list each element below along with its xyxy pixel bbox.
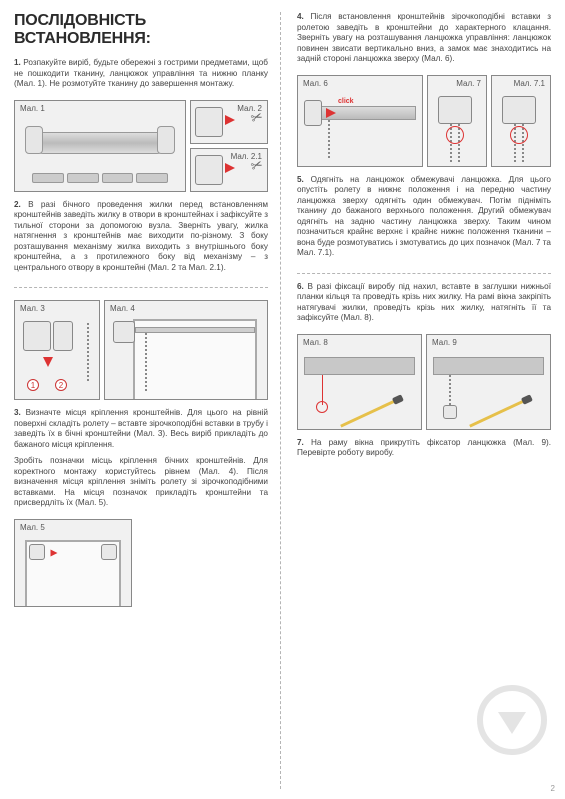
page-number: 2 (551, 784, 555, 793)
figure-4-label: Мал. 4 (110, 304, 135, 313)
line-icon (322, 375, 323, 405)
spacer (136, 519, 268, 607)
bracket-icon (304, 100, 322, 126)
step-4-body: Після встановлення кронштейнів зірочкопо… (297, 12, 551, 63)
callout-1: 1 (27, 379, 39, 391)
roller-icon (32, 132, 168, 154)
step-1-num: 1. (14, 58, 21, 67)
step-4-num: 4. (297, 12, 304, 21)
step-6-body: В разі фіксації виробу під нахил, вставт… (297, 282, 551, 323)
figure-4: Мал. 4 (104, 300, 268, 400)
figure-1-label: Мал. 1 (20, 104, 45, 113)
section-divider (14, 287, 268, 288)
chain-icon (87, 323, 89, 383)
bracket-icon (29, 544, 45, 560)
endcap-left-icon (25, 126, 43, 154)
figure-9-label: Мал. 9 (432, 338, 457, 347)
step-3-text-a: 3. Визначте місця кріплення кронштейнів.… (14, 408, 268, 450)
bracket-icon (113, 321, 135, 343)
chain-icon (449, 375, 451, 409)
chain-holder-icon (443, 405, 457, 419)
roller-rod-icon (135, 327, 255, 333)
figure-5-label: Мал. 5 (20, 523, 45, 532)
ring-icon (316, 401, 328, 413)
scissors-icon: ✂ (249, 107, 266, 127)
figure-7-label: Мал. 7 (456, 79, 481, 88)
bottom-bar-icon (304, 357, 415, 375)
arrow-icon (326, 108, 336, 118)
figure-3-label: Мал. 3 (20, 304, 45, 313)
step-2-body: В разі бічного проведення жилки перед вс… (14, 200, 268, 272)
parts-icon (32, 173, 168, 183)
figure-2: Мал. 2 ✂ (190, 100, 268, 144)
step-5-body: Одягніть на ланцюжок обмежувачі ланцюжка… (297, 175, 551, 258)
chain-icon (145, 333, 147, 393)
step-1-text: 1. Розпакуйте виріб, будьте обережні з г… (14, 58, 268, 90)
step-1-body: Розпакуйте виріб, будьте обережні з гост… (14, 58, 268, 88)
step-7-text: 7. На раму вікна прикрутіть фіксатор лан… (297, 438, 551, 459)
step-3-text-b: Зробіть позначки місць кріплення бічних … (14, 456, 268, 509)
figure-8: Мал. 8 (297, 334, 422, 430)
figure-8-label: Мал. 8 (303, 338, 328, 347)
step-2-num: 2. (14, 200, 21, 209)
fig-row-1-2: Мал. 1 Мал. 2 ✂ Мал. 2.1 ✂ (14, 100, 268, 192)
step-3-body-a: Визначте місця кріплення кронштейнів. Дл… (14, 408, 268, 449)
screwdriver-icon (469, 399, 525, 427)
bracket-icon (53, 321, 73, 351)
figure-7-1: Мал. 7.1 (491, 75, 551, 167)
arrow-icon (51, 549, 58, 556)
bracket-icon (195, 155, 223, 185)
left-column: ПОСЛІДОВНІСТЬ ВСТАНОВЛЕННЯ: 1. Розпакуйт… (14, 12, 281, 789)
step-7-num: 7. (297, 438, 304, 447)
step-5-text: 5. Одягніть на ланцюжок обмежувачі ланцю… (297, 175, 551, 259)
step-6-num: 6. (297, 282, 304, 291)
endcap-right-icon (157, 126, 175, 154)
arrow-icon (225, 115, 235, 125)
bottom-bar-icon (433, 357, 544, 375)
fig-row-6-7: Мал. 6 click Мал. 7 Мал. 7.1 (297, 75, 551, 167)
page-title: ПОСЛІДОВНІСТЬ ВСТАНОВЛЕННЯ: (14, 12, 268, 48)
step-5-num: 5. (297, 175, 304, 184)
step-4-text: 4. Після встановлення кронштейнів зірочк… (297, 12, 551, 65)
chain-icon (328, 120, 330, 160)
figure-9: Мал. 9 (426, 334, 551, 430)
bracket-icon (438, 96, 472, 124)
section-divider (297, 273, 551, 274)
fig-row-3-4: Мал. 3 1 2 Мал. 4 (14, 300, 268, 400)
highlight-circle-icon (510, 126, 528, 144)
watermark-icon (477, 685, 547, 755)
figure-6-label: Мал. 6 (303, 79, 328, 88)
step-7-body: На раму вікна прикрутіть фіксатор ланцюж… (297, 438, 551, 458)
scissors-icon: ✂ (249, 155, 266, 175)
bracket-icon (101, 544, 117, 560)
figure-7-1-label: Мал. 7.1 (514, 79, 545, 88)
figure-6: Мал. 6 click (297, 75, 423, 167)
step-3-num: 3. (14, 408, 21, 417)
click-label: click (338, 98, 354, 105)
fig-row-5: Мал. 5 (14, 519, 268, 607)
highlight-circle-icon (446, 126, 464, 144)
figure-5: Мал. 5 (14, 519, 132, 607)
arrow-icon (225, 163, 235, 173)
screwdriver-icon (340, 399, 396, 427)
bracket-icon (502, 96, 536, 124)
figure-3: Мал. 3 1 2 (14, 300, 100, 400)
roller-rod-icon (306, 106, 416, 120)
fig-row-8-9: Мал. 8 Мал. 9 (297, 334, 551, 430)
figure-1: Мал. 1 (14, 100, 186, 192)
right-column: 4. Після встановлення кронштейнів зірочк… (295, 12, 551, 789)
bracket-icon (23, 321, 51, 351)
bracket-icon (195, 107, 223, 137)
callout-2: 2 (55, 379, 67, 391)
figure-7: Мал. 7 (427, 75, 487, 167)
figure-2-stack: Мал. 2 ✂ Мал. 2.1 ✂ (190, 100, 268, 192)
arrow-icon (43, 357, 53, 367)
step-6-text: 6. В разі фіксації виробу під нахил, вст… (297, 282, 551, 324)
step-2-text: 2. В разі бічного проведення жилки перед… (14, 200, 268, 274)
figure-2-1: Мал. 2.1 ✂ (190, 148, 268, 192)
